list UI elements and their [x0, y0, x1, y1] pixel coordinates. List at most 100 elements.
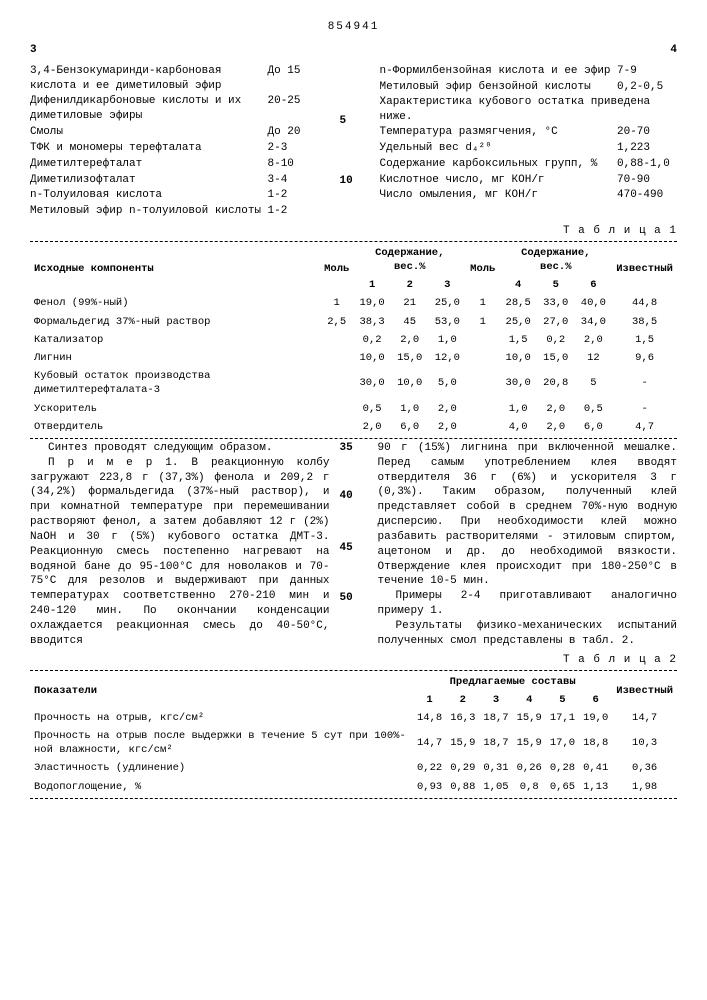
doc-number: 854941 [30, 20, 677, 35]
comp-row: ТФК и мономеры терефталата2-3 [30, 141, 328, 156]
cell: 0,65 [546, 778, 579, 796]
row-label: Отвердитель [30, 418, 320, 436]
comp-row: Метиловый эфир бензойной кислоты0,2-0,5 [380, 80, 678, 95]
table2: Показатели Предлагаемые составы Известны… [30, 673, 677, 796]
cell: 17,1 [546, 709, 579, 727]
cell [466, 400, 499, 418]
table-row: Прочность на отрыв после выдержки в тече… [30, 727, 677, 759]
cell: 21 [391, 294, 429, 312]
comp-row: Число омыления, мг КОН/г470-490 [380, 188, 678, 203]
cell: 20,8 [537, 367, 575, 399]
composition-block: 3,4-Бензокумаринди-карбоновая кислота и … [30, 64, 677, 220]
cell: 0,5 [353, 400, 391, 418]
cell: 1,5 [612, 331, 677, 349]
cell: 2,0 [575, 331, 613, 349]
comp-label: 3,4-Бензокумаринди-карбоновая кислота и … [30, 64, 268, 94]
comp-value: 70-90 [617, 173, 677, 188]
cell: 0,93 [413, 778, 446, 796]
cell: 38,5 [612, 313, 677, 331]
cell: 1,5 [499, 331, 537, 349]
cell [320, 367, 353, 399]
cell [466, 331, 499, 349]
row-label: Формальдегид 37%-ный раствор [30, 313, 320, 331]
cell: 25,0 [499, 313, 537, 331]
t1-h-mol: Моль [320, 244, 353, 295]
comp-row: Метиловый эфир n-толуиловой кислоты1-2 [30, 204, 328, 219]
comp-value: 7-9 [617, 64, 677, 79]
cell: 44,8 [612, 294, 677, 312]
row-label: Ускоритель [30, 400, 320, 418]
body-left: Синтез проводят следующим образом. П р и… [30, 441, 330, 649]
table-row: Кубовый остаток производства диметилтере… [30, 367, 677, 399]
cell: 28,5 [499, 294, 537, 312]
cell: 30,0 [499, 367, 537, 399]
comp-label: Удельный вес d₄²⁰ [380, 141, 618, 156]
comp-value: 1,223 [617, 141, 677, 156]
cell: 0,5 [575, 400, 613, 418]
comp-row: Диметилтерефталат8-10 [30, 157, 328, 172]
cell: 33,0 [537, 294, 575, 312]
col-num-left: 3 [30, 43, 37, 58]
cell: 1 [320, 294, 353, 312]
cell: 0,31 [479, 759, 512, 777]
cell: 38,3 [353, 313, 391, 331]
cell: 27,0 [537, 313, 575, 331]
cell: 2,0 [537, 418, 575, 436]
cell: 2,0 [537, 400, 575, 418]
comp-value: 20-25 [268, 94, 328, 124]
col-num-right: 4 [670, 43, 677, 58]
body-left-text: П р и м е р 1. В реакционную колбу загру… [30, 456, 330, 649]
comp-label: n-Толуиловая кислота [30, 188, 268, 203]
t1-h-g2: Содержание, вес.% [499, 244, 612, 276]
comp-label: Температура размягчения, °С [380, 125, 618, 140]
t2-h-g: Предлагаемые составы [413, 673, 612, 691]
body-text-block: Синтез проводят следующим образом. П р и… [30, 441, 677, 649]
cell: 1,98 [612, 778, 677, 796]
cell: 0,29 [446, 759, 479, 777]
t1-h-mol2: Моль [466, 244, 499, 295]
cell: - [612, 367, 677, 399]
comp-row: Кислотное число, мг КОН/г70-90 [380, 173, 678, 188]
cell: 2,0 [391, 331, 429, 349]
cell: 16,3 [446, 709, 479, 727]
cell: 0,8 [513, 778, 546, 796]
comp-label: Содержание карбоксильных групп, % [380, 157, 618, 172]
comp-label: n-Формилбензойная кислота и ее эфир [380, 64, 618, 79]
cell: 19,0 [579, 709, 612, 727]
comp-value: 470-490 [617, 188, 677, 203]
body-right: 90 г (15%) лигнина при включенной мешалк… [378, 441, 678, 649]
row-label: Кубовый остаток производства диметилтере… [30, 367, 320, 399]
cell [320, 349, 353, 367]
table-row: Катализатор0,22,01,01,50,22,01,5 [30, 331, 677, 349]
comp-label: Диметилизофталат [30, 173, 268, 188]
table-row: Водопоглощение, %0,930,881,050,80,651,13… [30, 778, 677, 796]
body-right-1: 90 г (15%) лигнина при включенной мешалк… [378, 441, 678, 589]
cell: 14,7 [612, 709, 677, 727]
marker: 40 [340, 489, 353, 504]
cell: 10,0 [391, 367, 429, 399]
cell: 0,36 [612, 759, 677, 777]
t2-s1: 1 [413, 691, 446, 709]
cell: - [612, 400, 677, 418]
table-row: Фенол (99%-ный)119,02125,0128,533,040,04… [30, 294, 677, 312]
t1-s5: 5 [537, 276, 575, 294]
row-label: Эластичность (удлинение) [30, 759, 413, 777]
cell [466, 367, 499, 399]
table-row: Формальдегид 37%-ный раствор2,538,34553,… [30, 313, 677, 331]
marker: 35 [340, 441, 353, 456]
comp-value: 3-4 [268, 173, 328, 188]
row-label: Фенол (99%-ный) [30, 294, 320, 312]
cell: 2,0 [353, 418, 391, 436]
cell: 12 [575, 349, 613, 367]
cell: 0,2 [353, 331, 391, 349]
right-intro: Характеристика кубового остатка приведен… [380, 95, 678, 125]
cell: 15,0 [391, 349, 429, 367]
t1-s4: 4 [499, 276, 537, 294]
row-label: Прочность на отрыв после выдержки в тече… [30, 727, 413, 759]
comp-row: Удельный вес d₄²⁰1,223 [380, 141, 678, 156]
comp-value: 8-10 [268, 157, 328, 172]
t2-s5: 5 [546, 691, 579, 709]
t2-s6: 6 [579, 691, 612, 709]
t2-s4: 4 [513, 691, 546, 709]
comp-row: 3,4-Бензокумаринди-карбоновая кислота и … [30, 64, 328, 94]
